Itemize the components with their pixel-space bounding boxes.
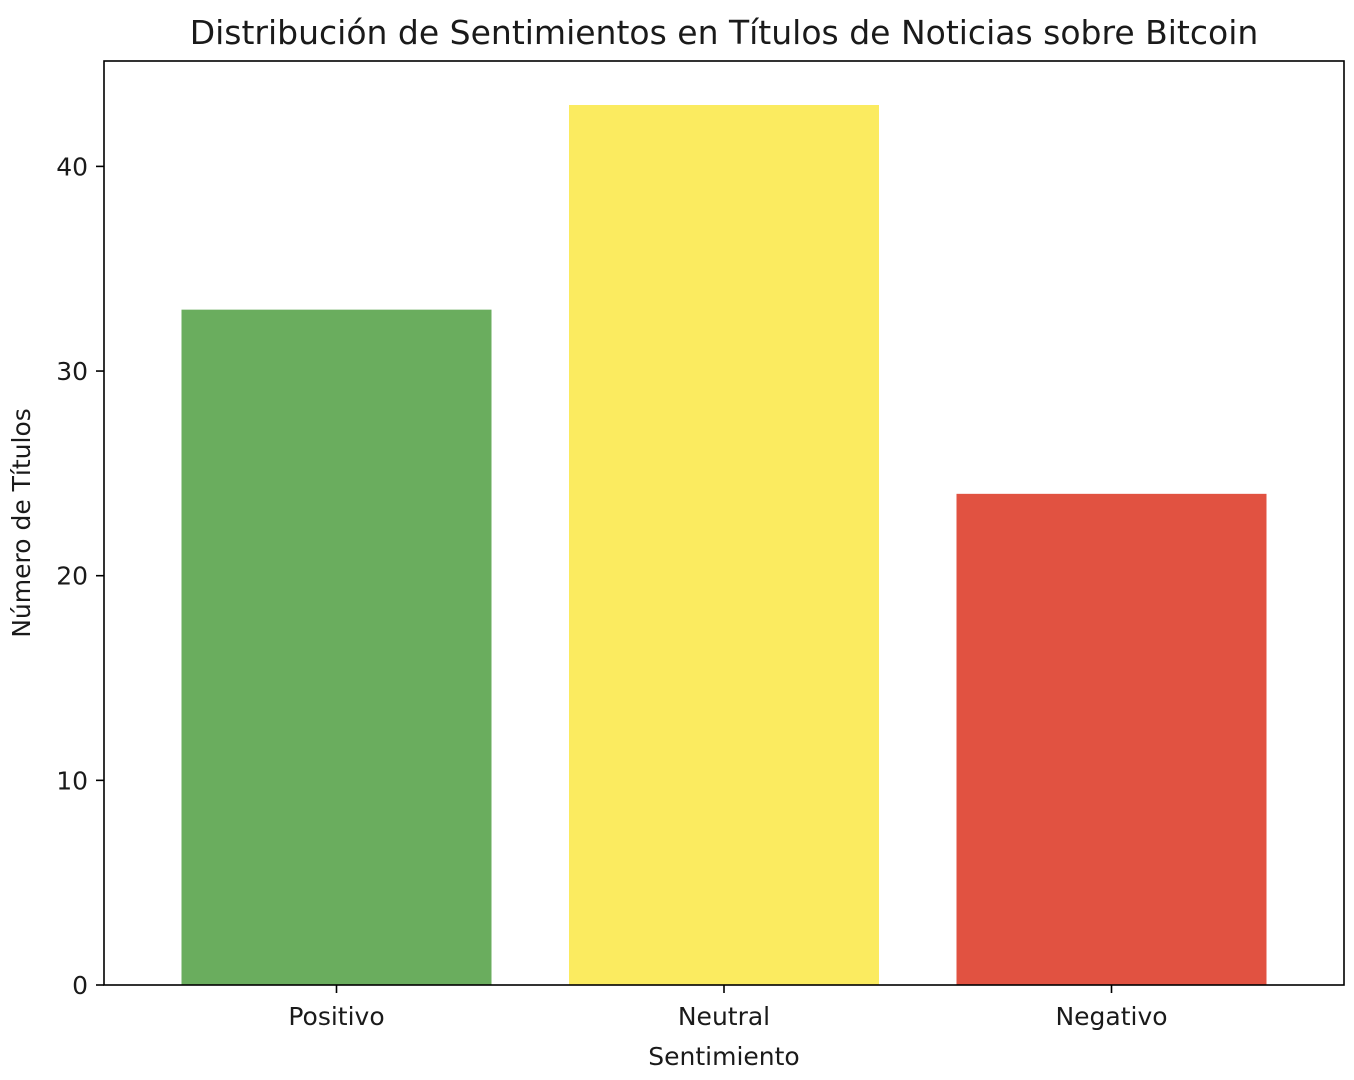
x-axis-label: Sentimiento — [648, 1042, 799, 1071]
bar-negativo — [956, 493, 1267, 985]
x-axis-ticks: Positivo Neutral Negativo — [288, 985, 1168, 1031]
chart-title: Distribución de Sentimientos en Títulos … — [190, 13, 1259, 52]
plot-frame — [103, 60, 1345, 986]
y-tick-label: 10 — [56, 766, 88, 795]
x-tick-label: Negativo — [1055, 1002, 1167, 1031]
bar-neutral — [569, 105, 879, 985]
y-axis-label: Número de Títulos — [7, 408, 36, 638]
x-tick-label: Neutral — [678, 1002, 770, 1031]
y-tick-label: 20 — [56, 562, 88, 591]
y-tick-label: 40 — [56, 152, 88, 181]
y-tick-label: 0 — [72, 971, 88, 1000]
bar-positivo — [181, 309, 492, 986]
x-tick-label: Positivo — [288, 1002, 384, 1031]
y-tick-label: 30 — [56, 357, 88, 386]
bars-group — [181, 105, 1267, 986]
y-axis-ticks: 0 10 20 30 40 — [56, 152, 104, 1000]
